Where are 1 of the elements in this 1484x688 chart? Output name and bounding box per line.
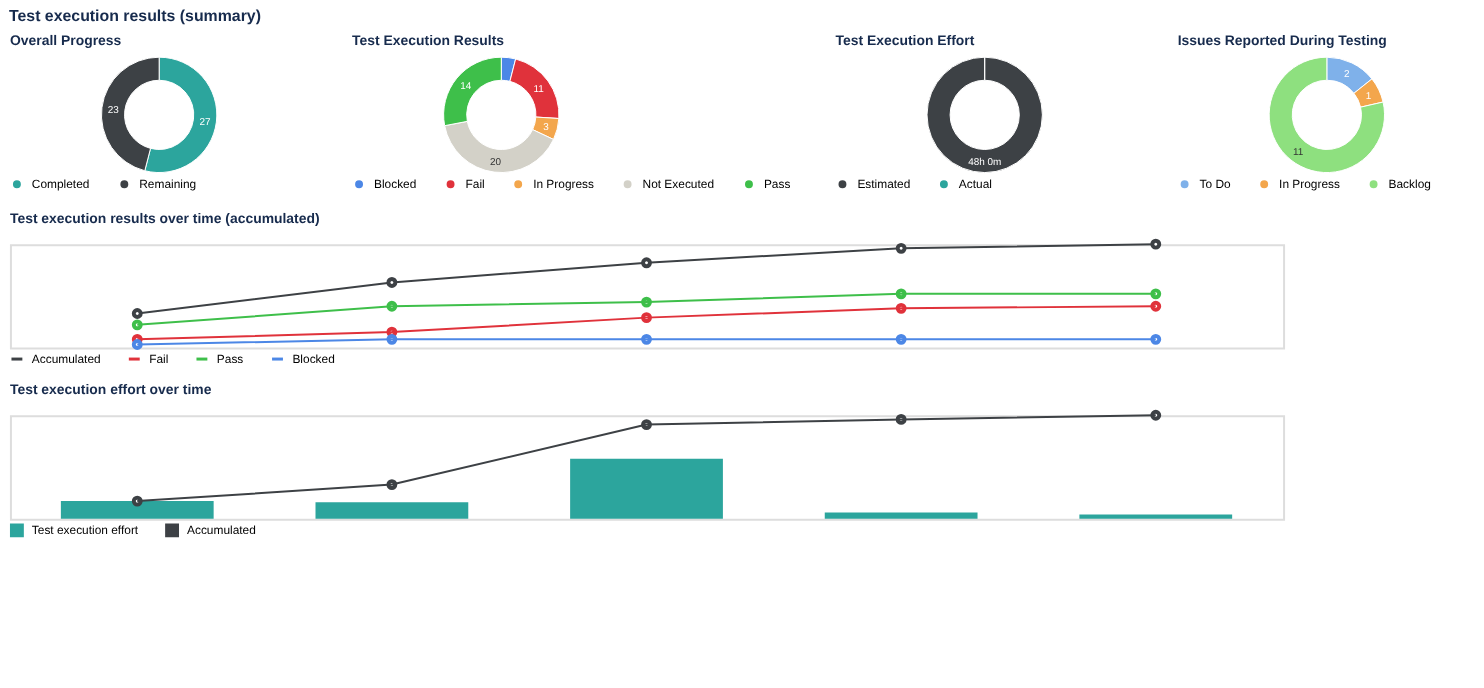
text: Test execution results (summary) (8, 7, 262, 26)
